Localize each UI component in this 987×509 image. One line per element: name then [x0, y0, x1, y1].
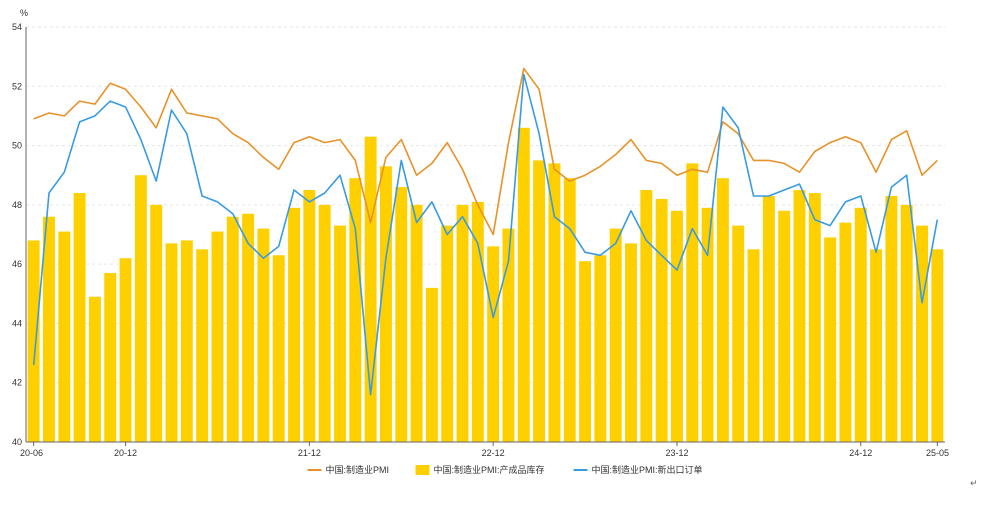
- inventory-bar: [441, 225, 454, 442]
- legend-label: 中国:制造业PMI:产成品库存: [434, 464, 545, 475]
- inventory-bar: [916, 225, 928, 442]
- inventory-bar: [778, 210, 791, 442]
- x-tick-label: 23-12: [665, 448, 688, 458]
- x-tick-label: 21-12: [298, 448, 321, 458]
- y-tick-label: 42: [12, 378, 22, 388]
- inventory-bar: [73, 193, 86, 442]
- inventory-bar: [334, 225, 346, 442]
- inventory-bar: [410, 204, 423, 442]
- inventory-bar: [349, 178, 362, 442]
- inventory-bar: [150, 204, 163, 442]
- inventory-bar: [655, 198, 668, 442]
- inventory-bar: [211, 231, 224, 442]
- gridlines: [26, 26, 945, 384]
- inventory-bar: [716, 178, 729, 442]
- pmi-line: [33, 67, 938, 236]
- inventory-bar: [318, 204, 331, 442]
- y-tick-label: 48: [12, 200, 22, 210]
- inventory-bar: [43, 216, 55, 442]
- legend-label: 中国:制造业PMI: [326, 464, 390, 475]
- inventory-bar: [257, 228, 270, 442]
- inventory-bar: [563, 178, 576, 442]
- inventory-bar: [533, 160, 546, 442]
- inventory-bar: [640, 190, 653, 442]
- inventory-bar: [226, 216, 239, 442]
- inventory-bar: [747, 249, 760, 442]
- inventory-bar: [104, 273, 117, 442]
- inventory-bar: [931, 249, 944, 442]
- inventory-bar: [471, 201, 484, 442]
- inventory-bar: [824, 237, 837, 442]
- new-export-orders-line: [32, 73, 939, 396]
- x-tick-label: 24-12: [849, 448, 872, 458]
- inventory-bar: [134, 175, 147, 442]
- inventory-bar: [165, 243, 178, 442]
- inventory-bar: [119, 258, 132, 442]
- inventory-bar: [88, 296, 101, 442]
- x-tick-label: 25-05: [926, 448, 949, 458]
- inventory-bar: [793, 190, 806, 442]
- inventory-bar: [58, 231, 71, 442]
- y-tick-label: 40: [12, 437, 22, 447]
- paragraph-mark: ↵: [970, 478, 978, 488]
- legend: 中国:制造业PMI 中国:制造业PMI:产成品库存 中国:制造业PMI:新出口订单: [307, 464, 703, 475]
- inventory-bar: [548, 163, 561, 442]
- legend-label: 中国:制造业PMI:新出口订单: [592, 464, 703, 475]
- inventory-bar: [272, 255, 285, 442]
- inventory-bar: [517, 127, 530, 443]
- inventory-bar: [180, 240, 193, 442]
- y-tick-label: 50: [12, 141, 22, 151]
- y-tick-label: 44: [12, 318, 22, 328]
- inventory-bar: [839, 222, 852, 442]
- inventory-bar: [456, 204, 469, 442]
- y-tick-label: 52: [12, 81, 22, 91]
- inventory-bar: [900, 204, 913, 442]
- inventory-bar: [364, 136, 377, 442]
- axes: 40 42 44 46 48 50 52 54 20-06 20-12 21-12 22-12 23-1…: [12, 22, 949, 458]
- inventory-bar: [732, 225, 745, 442]
- inventory-bar: [288, 207, 301, 442]
- legend-bar-swatch: [415, 465, 430, 475]
- x-tick-label: 22-12: [482, 448, 505, 458]
- inventory-bar: [303, 190, 316, 442]
- y-axis-unit: %: [20, 8, 28, 18]
- inventory-bar: [625, 243, 637, 442]
- inventory-bar: [701, 207, 714, 442]
- bar-series: [27, 127, 944, 443]
- inventory-bar: [870, 249, 883, 442]
- inventory-bar: [808, 193, 821, 442]
- inventory-bar: [670, 210, 683, 442]
- inventory-bar: [854, 207, 867, 442]
- inventory-bar: [609, 228, 622, 442]
- inventory-bar: [686, 163, 699, 442]
- inventory-bar: [242, 213, 255, 442]
- inventory-bar: [594, 255, 607, 442]
- y-tick-label: 46: [12, 259, 22, 269]
- inventory-bar: [502, 228, 515, 442]
- inventory-bar: [579, 261, 592, 442]
- inventory-bar: [27, 240, 40, 442]
- x-tick-label: 20-12: [114, 448, 137, 458]
- inventory-bar: [885, 195, 898, 442]
- inventory-bar: [762, 195, 775, 442]
- inventory-bar: [379, 166, 392, 443]
- line-series: [32, 67, 939, 396]
- inventory-bar: [196, 249, 209, 442]
- inventory-bar: [425, 287, 438, 442]
- x-tick-label: 20-06: [20, 448, 43, 458]
- inventory-bar: [487, 246, 500, 442]
- inventory-bar: [395, 187, 408, 442]
- y-tick-label: 54: [12, 22, 22, 32]
